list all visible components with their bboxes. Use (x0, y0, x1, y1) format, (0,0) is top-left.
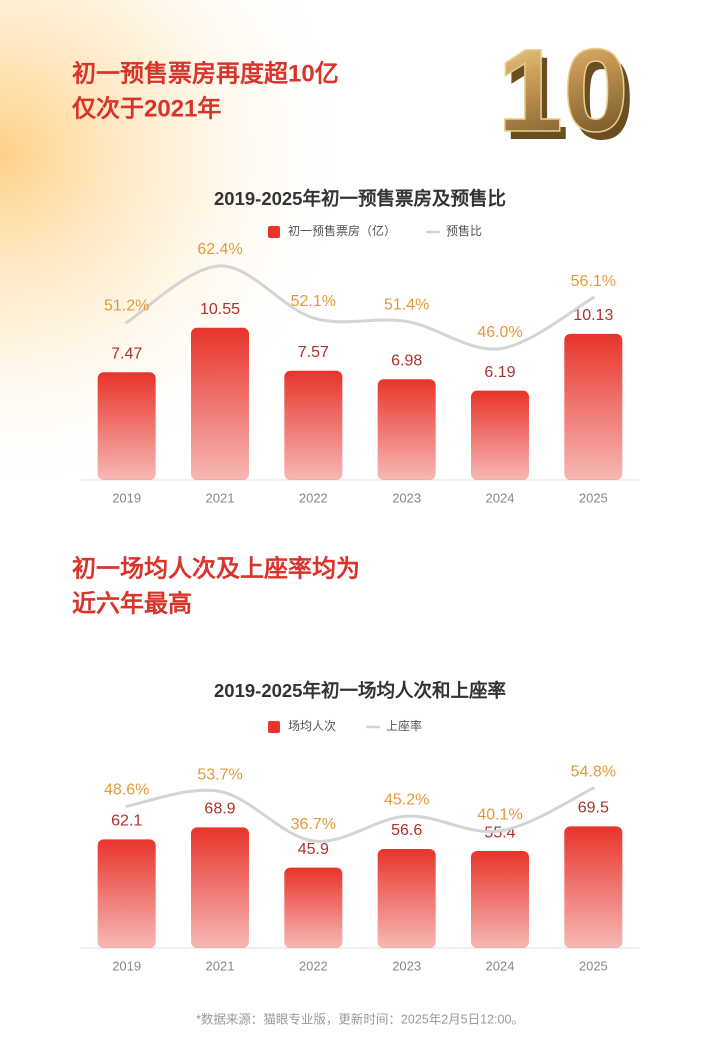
legend-swatch (268, 226, 280, 238)
x-tick-label: 2019 (112, 958, 141, 973)
x-tick-label: 2023 (392, 958, 421, 973)
legend-label: 上座率 (386, 718, 422, 733)
x-tick-label: 2022 (299, 958, 328, 973)
bar (284, 370, 343, 480)
line-value-label: 62.4% (197, 241, 242, 258)
line-value-label: 51.4% (384, 297, 429, 314)
headline: 仅次于2021年 (72, 94, 221, 122)
line-value-label: 36.7% (291, 816, 336, 833)
bar (97, 372, 156, 480)
bar (564, 333, 623, 480)
legend-label: 初一预售票房（亿） (288, 223, 396, 238)
bar-value-label: 62.1 (111, 813, 142, 830)
badge-shadow: 10 (503, 33, 634, 165)
badge: 10 (497, 25, 628, 157)
bar-value-label: 68.9 (204, 801, 235, 818)
x-tick-label: 2024 (486, 958, 515, 973)
bar (377, 379, 436, 480)
line-value-label: 52.1% (291, 293, 336, 310)
x-tick-label: 2024 (486, 490, 515, 505)
bar-value-label: 69.5 (578, 800, 609, 817)
bar-value-label: 56.6 (391, 822, 422, 839)
line-value-label: 53.7% (197, 767, 242, 784)
bar (191, 327, 249, 480)
line-value-label: 54.8% (571, 763, 616, 780)
line (125, 264, 595, 351)
legend-swatch (268, 721, 280, 733)
line-value-label: 51.2% (104, 298, 149, 315)
line-value-label: 45.2% (384, 791, 429, 808)
bar-value-label: 10.13 (573, 307, 613, 324)
x-tick-label: 2022 (299, 490, 328, 505)
bar (471, 851, 529, 948)
line-value-label: 46.0% (477, 324, 522, 341)
x-tick-label: 2019 (112, 490, 141, 505)
headline: 初一预售票房再度超10亿 (72, 59, 339, 87)
bar (97, 839, 156, 948)
bar-value-label: 10.55 (200, 301, 240, 318)
bar-value-label: 45.9 (298, 841, 329, 858)
bar-value-label: 7.47 (111, 345, 142, 362)
chart-title: 2019-2025年初一预售票房及预售比 (214, 188, 506, 209)
x-tick-label: 2021 (206, 490, 235, 505)
line (125, 786, 595, 843)
x-tick-label: 2025 (579, 958, 608, 973)
chart-title: 2019-2025年初一场均人次和上座率 (214, 680, 506, 701)
legend-label: 预售比 (446, 223, 482, 238)
bar (564, 826, 623, 948)
bar-value-label: 7.57 (298, 344, 329, 361)
bar (471, 390, 529, 480)
headline: 初一场均人次及上座率均为 (72, 554, 360, 582)
headline: 近六年最高 (72, 589, 192, 617)
bar-value-label: 6.98 (391, 353, 422, 370)
bar (377, 848, 436, 948)
bar (191, 827, 249, 948)
x-tick-label: 2025 (579, 490, 608, 505)
line-value-label: 56.1% (571, 273, 616, 290)
line-value-label: 40.1% (477, 806, 522, 823)
legend-label: 场均人次 (288, 719, 336, 733)
bar (284, 867, 343, 948)
bar-value-label: 6.19 (484, 364, 515, 381)
line-value-label: 48.6% (104, 781, 149, 798)
x-tick-label: 2021 (206, 958, 235, 973)
x-tick-label: 2023 (392, 490, 421, 505)
footer: *数据来源：猫眼专业版，更新时间：2025年2月5日12:00。 (196, 1011, 524, 1026)
